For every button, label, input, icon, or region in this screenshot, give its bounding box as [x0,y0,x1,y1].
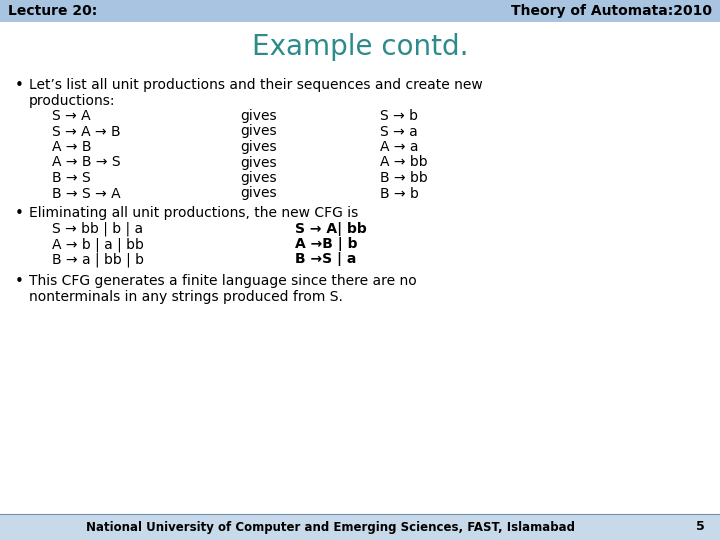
Text: S → A| bb: S → A| bb [295,221,366,235]
Text: This CFG generates a finite language since there are no: This CFG generates a finite language sin… [29,274,417,288]
Text: A → a: A → a [380,140,418,154]
Text: Eliminating all unit productions, the new CFG is: Eliminating all unit productions, the ne… [29,206,359,220]
Text: S → A: S → A [52,109,91,123]
Text: Lecture 20:: Lecture 20: [8,4,97,18]
Text: gives: gives [240,171,276,185]
Text: B → S → A: B → S → A [52,186,121,200]
Text: B → b: B → b [380,186,419,200]
Text: •: • [15,78,24,93]
Text: B → S: B → S [52,171,91,185]
Text: Let’s list all unit productions and their sequences and create new: Let’s list all unit productions and thei… [29,78,482,92]
Text: A →B | b: A →B | b [295,237,358,251]
Text: productions:: productions: [29,93,115,107]
Text: S → b: S → b [380,109,418,123]
Bar [0,514,720,540]
Text: nonterminals in any strings produced from S.: nonterminals in any strings produced fro… [29,289,343,303]
Text: A → b | a | bb: A → b | a | bb [52,237,144,252]
Text: Theory of Automata:2010: Theory of Automata:2010 [511,4,712,18]
Text: 5: 5 [696,521,704,534]
Text: gives: gives [240,140,276,154]
Text: gives: gives [240,109,276,123]
Text: •: • [15,206,24,221]
Text: B →S | a: B →S | a [295,253,356,267]
Text: gives: gives [240,156,276,170]
Bar [0,0,720,22]
Text: National University of Computer and Emerging Sciences, FAST, Islamabad: National University of Computer and Emer… [86,521,575,534]
Text: B → a | bb | b: B → a | bb | b [52,253,144,267]
Text: gives: gives [240,125,276,138]
Text: Example contd.: Example contd. [252,33,468,61]
Text: S → A → B: S → A → B [52,125,121,138]
Text: •: • [15,274,24,289]
Text: A → bb: A → bb [380,156,428,170]
Text: A → B: A → B [52,140,91,154]
Text: S → a: S → a [380,125,418,138]
Text: A → B → S: A → B → S [52,156,121,170]
Text: gives: gives [240,186,276,200]
Text: B → bb: B → bb [380,171,428,185]
Text: S → bb | b | a: S → bb | b | a [52,221,143,236]
